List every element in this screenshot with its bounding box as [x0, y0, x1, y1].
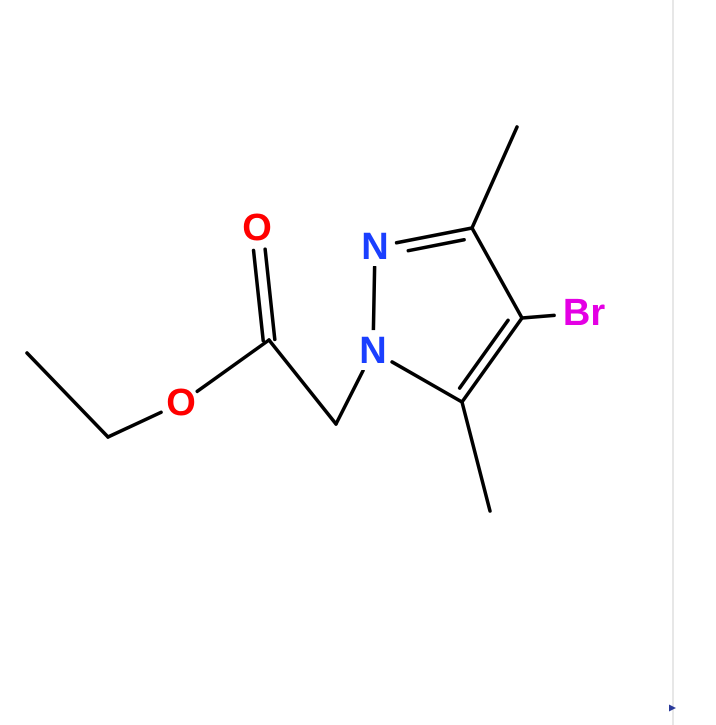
br-atom-label: Br	[563, 292, 605, 334]
molecule-canvas: O O N N Br	[0, 0, 716, 725]
n-atom-label: N	[361, 226, 388, 268]
n-atom-label: N	[359, 330, 386, 372]
molecule-svg: O O N N Br	[0, 0, 716, 725]
o-atom-label: O	[242, 207, 272, 249]
o-atom-label: O	[166, 382, 196, 424]
